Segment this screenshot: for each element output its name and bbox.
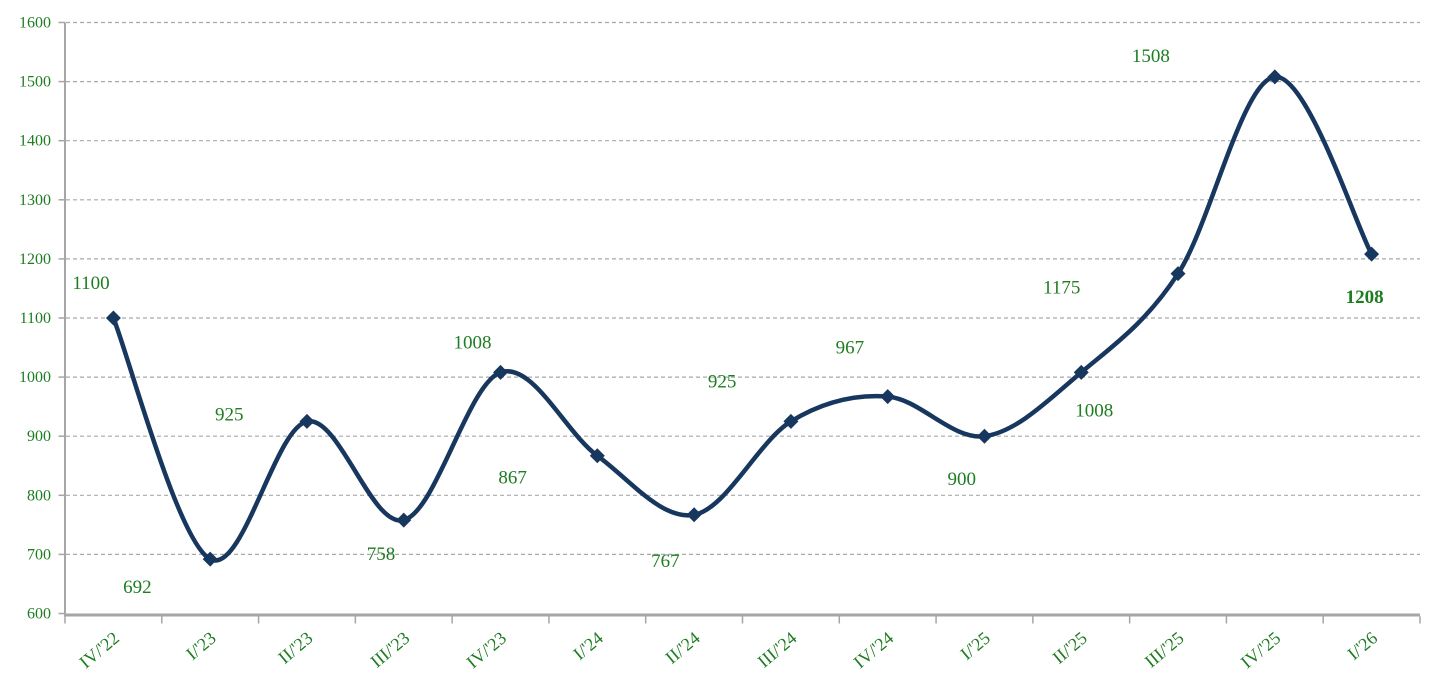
data-value-label: 925 bbox=[215, 404, 244, 425]
x-category-label: III/'25 bbox=[1141, 628, 1188, 672]
y-tick-label: 1000 bbox=[19, 369, 51, 386]
data-value-label: 1008 bbox=[454, 332, 492, 353]
x-category-label: I/'26 bbox=[1344, 628, 1382, 664]
y-tick-label: 900 bbox=[27, 428, 51, 445]
data-point-marker bbox=[493, 364, 509, 380]
data-value-label: 967 bbox=[836, 338, 865, 359]
data-value-label: 1008 bbox=[1075, 400, 1113, 421]
y-tick-label: 1600 bbox=[19, 15, 51, 32]
data-value-label: 758 bbox=[367, 544, 396, 565]
y-tick-label: 600 bbox=[27, 606, 51, 623]
x-category-label: IV/'23 bbox=[463, 628, 511, 672]
data-value-label: 900 bbox=[947, 469, 976, 490]
data-point-marker bbox=[783, 413, 799, 429]
data-point-marker bbox=[299, 413, 315, 429]
x-category-label: I/'24 bbox=[569, 628, 607, 664]
y-tick-label: 1500 bbox=[19, 74, 51, 91]
data-value-label: 1100 bbox=[72, 273, 109, 294]
data-value-label: 925 bbox=[708, 371, 737, 392]
y-tick-label: 800 bbox=[27, 487, 51, 504]
data-point-marker bbox=[1267, 69, 1283, 85]
data-value-label: 1208 bbox=[1346, 287, 1384, 308]
data-point-marker bbox=[880, 389, 896, 405]
x-category-label: I/'23 bbox=[182, 628, 220, 664]
data-point-marker bbox=[202, 551, 218, 567]
data-point-marker bbox=[396, 512, 412, 528]
data-point-marker bbox=[1170, 266, 1186, 282]
data-point-marker bbox=[1073, 364, 1089, 380]
data-value-label: 867 bbox=[498, 468, 526, 489]
data-point-marker bbox=[976, 428, 992, 444]
x-category-label: II/'23 bbox=[274, 628, 316, 668]
y-tick-label: 1100 bbox=[20, 310, 51, 327]
x-category-label: II/'24 bbox=[662, 628, 704, 668]
x-category-label: IV/'25 bbox=[1237, 628, 1285, 672]
data-value-label: 767 bbox=[651, 551, 680, 572]
data-point-marker bbox=[105, 310, 121, 326]
x-category-label: III/'23 bbox=[367, 628, 414, 672]
x-category-label: IV/'24 bbox=[850, 628, 898, 672]
data-point-marker bbox=[589, 448, 605, 464]
y-tick-label: 1200 bbox=[19, 251, 51, 268]
data-value-label: 692 bbox=[123, 577, 152, 598]
data-value-label: 1175 bbox=[1043, 278, 1080, 299]
x-category-label: II/'25 bbox=[1049, 628, 1091, 668]
data-value-label: 1508 bbox=[1132, 46, 1170, 67]
x-category-label: I/'25 bbox=[956, 628, 994, 664]
series-spline bbox=[111, 74, 1374, 563]
y-tick-label: 1300 bbox=[19, 192, 51, 209]
data-point-marker bbox=[1364, 246, 1380, 262]
data-point-marker bbox=[686, 507, 702, 523]
x-category-label: III/'24 bbox=[754, 628, 801, 672]
y-tick-label: 700 bbox=[27, 546, 51, 563]
y-tick-label: 1400 bbox=[19, 133, 51, 150]
x-category-label: IV/'22 bbox=[75, 628, 123, 672]
